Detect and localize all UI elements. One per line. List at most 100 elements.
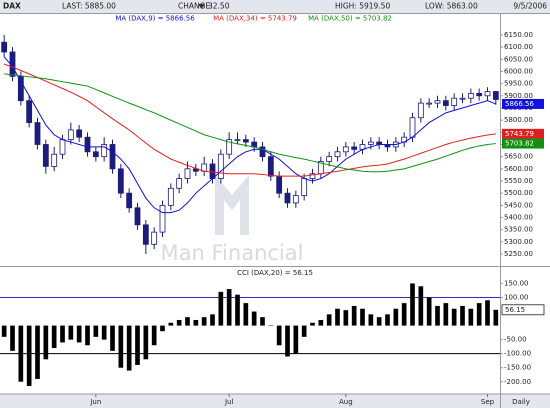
panel-title: CCI (DAX,20) = 56.15 [237, 269, 313, 277]
candle-body [417, 102, 424, 119]
candle-body [459, 97, 466, 100]
y-tick-label: 6050.00 [504, 55, 533, 63]
cci-bar [326, 314, 332, 326]
legend-entry: MA (DAX,9) = 5866.56 [115, 15, 195, 23]
candle-body [92, 151, 99, 158]
cci-bar [135, 325, 140, 365]
y-tick-label: -100.00 [504, 350, 531, 358]
x-tick-label: Aug [339, 398, 353, 406]
candle-body [176, 178, 183, 189]
cci-bar [143, 325, 149, 360]
y-tick-label: -200.00 [504, 378, 531, 386]
cci-bar [260, 317, 265, 326]
candle-body [151, 231, 158, 245]
cci-bar [285, 325, 290, 357]
cci-bar [1, 325, 7, 337]
candle-body [242, 139, 249, 143]
value-box-label: 5866.56 [505, 100, 534, 108]
cci-bar [218, 291, 224, 326]
cci-bar [385, 314, 390, 326]
candle-body [367, 141, 374, 145]
candle-body [234, 139, 241, 142]
cci-bar [318, 319, 324, 326]
value-box-label: 5743.79 [505, 130, 534, 138]
date: 9/5/2006 [513, 2, 547, 11]
y-tick-label: 5400.00 [504, 214, 533, 222]
value-box-label: 5703.82 [505, 140, 534, 148]
candle-body [442, 100, 449, 106]
cci-bar [393, 308, 399, 326]
cci-bar [93, 325, 99, 337]
cci-bar [160, 325, 165, 332]
cci-bar [351, 305, 357, 326]
candle-body [434, 100, 441, 104]
cci-bar [376, 317, 382, 326]
header-bar [0, 0, 550, 13]
y-tick-label: 6150.00 [504, 31, 533, 39]
watermark-logo [215, 175, 249, 235]
cci-bar [51, 325, 57, 349]
candle-body [1, 41, 8, 53]
cci-bar [310, 322, 315, 326]
y-tick-label: 5650.00 [504, 153, 533, 161]
value-box [501, 304, 545, 316]
candle-body [301, 178, 308, 197]
y-tick-label: 5300.00 [504, 238, 533, 246]
cci-bar [85, 325, 90, 346]
candle-body [284, 192, 291, 204]
candle-body [42, 144, 49, 167]
cci-bar [193, 319, 199, 326]
y-tick-label: 100.00 [504, 293, 529, 301]
candle-body [226, 139, 233, 155]
cci-bar [493, 309, 499, 326]
y-tick-label: 5950.00 [504, 80, 533, 88]
candle-body [276, 175, 283, 194]
candle-body [84, 136, 91, 153]
candle-body [17, 75, 24, 102]
cci-bar [401, 303, 407, 326]
cci-bar [18, 325, 24, 382]
y-tick-label: -150.00 [504, 364, 531, 372]
candle-body [159, 204, 166, 233]
cci-bar [201, 317, 207, 326]
y-tick-label: 6100.00 [504, 43, 533, 51]
candle-body [334, 151, 341, 158]
cci-bar [43, 325, 49, 360]
cci-bar [251, 311, 257, 326]
candle-body [34, 122, 41, 145]
y-tick-label: 5600.00 [504, 165, 533, 173]
candle-body [167, 187, 174, 206]
candle-body [409, 117, 416, 138]
cci-bar [243, 303, 249, 326]
candle-body [351, 146, 358, 150]
cci-bar [126, 325, 132, 371]
candle-body [476, 92, 483, 97]
candle-body [117, 168, 124, 194]
value-box [502, 128, 544, 139]
candle-body [76, 129, 83, 138]
cci-bar [118, 325, 124, 368]
y-tick-label: 5900.00 [504, 92, 533, 100]
cci-bar [360, 308, 365, 326]
cci-bar [76, 325, 82, 343]
x-axis-label: Daily [512, 398, 530, 406]
candle-body [134, 207, 141, 226]
watermark-text: Man Financial [161, 241, 304, 265]
value-box [502, 98, 544, 109]
moving-average-line [4, 63, 496, 177]
y-tick-label: 5250.00 [504, 250, 533, 258]
cci-bar [368, 314, 374, 326]
candle-body [142, 224, 149, 245]
candle-body [101, 144, 108, 158]
candle-body [309, 173, 316, 179]
x-tick-label: Jul [224, 398, 234, 406]
last-price: LAST: 5885.00 [62, 2, 116, 11]
cci-bar [301, 325, 307, 337]
cci-bar [460, 305, 465, 326]
cci-bar [35, 325, 40, 379]
cci-bar [426, 297, 432, 326]
cci-bar [443, 303, 449, 326]
legend-entry: MA (DAX,34) = 5743.79 [213, 15, 297, 23]
x-tick-label: Jun [89, 398, 101, 406]
